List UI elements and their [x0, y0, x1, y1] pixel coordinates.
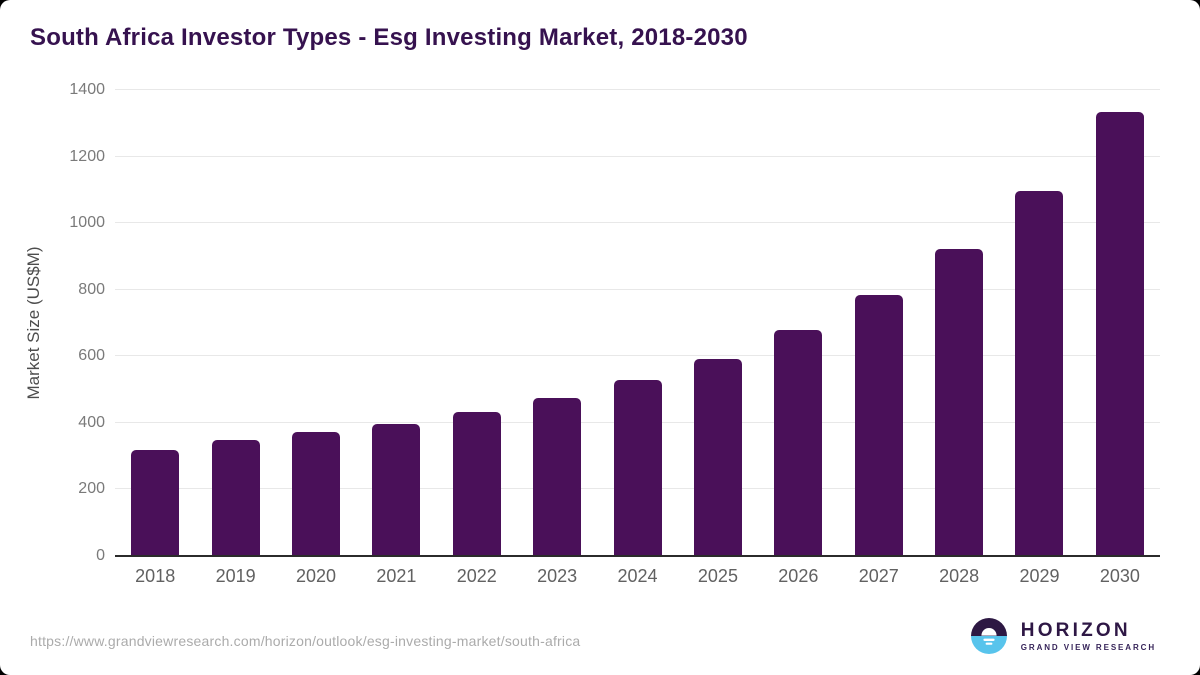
logo-brand: HORIZON: [1020, 619, 1131, 641]
bar-series: [115, 90, 1160, 556]
gridline: [115, 155, 1160, 157]
bar-slot-2026: [758, 90, 838, 556]
x-tick-label: 2024: [617, 566, 658, 586]
x-tick-label: 2027: [858, 566, 899, 586]
bar-slot-2028: [919, 90, 999, 556]
bar-slot-2030: [1080, 90, 1160, 556]
bar-slot-2019: [195, 90, 275, 556]
bar-slot-2021: [356, 90, 436, 556]
bar-slot-2023: [517, 90, 597, 556]
bar-slot-2018: [115, 90, 195, 556]
plot-area: [115, 89, 1160, 557]
source-url: https://www.grandviewresearch.com/horizo…: [30, 633, 581, 649]
logo-subbrand: GRAND VIEW RESEARCH: [1020, 642, 1156, 652]
gridline: [115, 89, 1160, 90]
chart-bar-2025: [693, 358, 742, 556]
x-tick-label: 2019: [215, 566, 256, 586]
y-tick-label: 1200: [69, 147, 105, 165]
x-tick-label: 2028: [939, 566, 980, 586]
chart-bar-2026: [774, 329, 823, 556]
chart-bar-2021: [372, 423, 421, 556]
chart-bar-2024: [613, 380, 662, 556]
x-axis-line: [115, 555, 1160, 557]
gridline: [115, 288, 1160, 290]
chart-bar-2027: [854, 294, 903, 556]
gridline: [115, 355, 1160, 357]
chart-bar-2020: [291, 432, 340, 556]
chart-bar-2018: [131, 449, 180, 556]
x-tick-label: 2026: [778, 566, 819, 586]
x-tick-label: 2021: [376, 566, 417, 586]
y-tick-label: 400: [78, 413, 105, 431]
chart-bar-2029: [1015, 190, 1064, 556]
bar-slot-2027: [839, 90, 919, 556]
chart-bar-2023: [533, 397, 582, 556]
bar-slot-2025: [678, 90, 758, 556]
x-tick-label: 2018: [135, 566, 176, 586]
bar-slot-2029: [999, 90, 1079, 556]
y-tick-label: 0: [96, 547, 105, 564]
x-tick-label: 2023: [537, 566, 578, 586]
x-tick-label: 2020: [295, 566, 336, 586]
x-tick-label: 2022: [456, 566, 497, 586]
x-tick-label: 2030: [1099, 566, 1140, 586]
y-tick-label: 200: [78, 480, 105, 498]
horizon-logo: HORIZON GRAND VIEW RESEARCH: [969, 616, 1156, 656]
chart-bar-2022: [452, 412, 501, 556]
logo-text: HORIZON GRAND VIEW RESEARCH: [1020, 619, 1156, 652]
chart-bar-2030: [1095, 111, 1144, 556]
x-axis-tick-labels: 2018 2019 2020 2021 2022 2023 2024 2025 2026 2027…: [115, 566, 1160, 587]
sun-horizon-icon: [970, 618, 1007, 654]
chart-bar-2019: [211, 439, 260, 556]
chart-bar-2028: [935, 249, 984, 556]
chart-title: South Africa Investor Types - Esg Invest…: [30, 24, 748, 51]
x-tick-label: 2029: [1019, 566, 1060, 586]
y-axis-title: Market Size (US$M): [24, 246, 43, 400]
y-tick-label: 800: [78, 280, 105, 298]
y-tick-label: 1000: [69, 214, 105, 232]
bar-slot-2024: [597, 90, 677, 556]
y-tick-label: 1400: [69, 81, 105, 98]
gridline: [115, 222, 1160, 224]
x-tick-label: 2025: [697, 566, 738, 586]
bar-slot-2020: [276, 90, 356, 556]
y-tick-label: 600: [78, 347, 105, 365]
bar-slot-2022: [437, 90, 517, 556]
